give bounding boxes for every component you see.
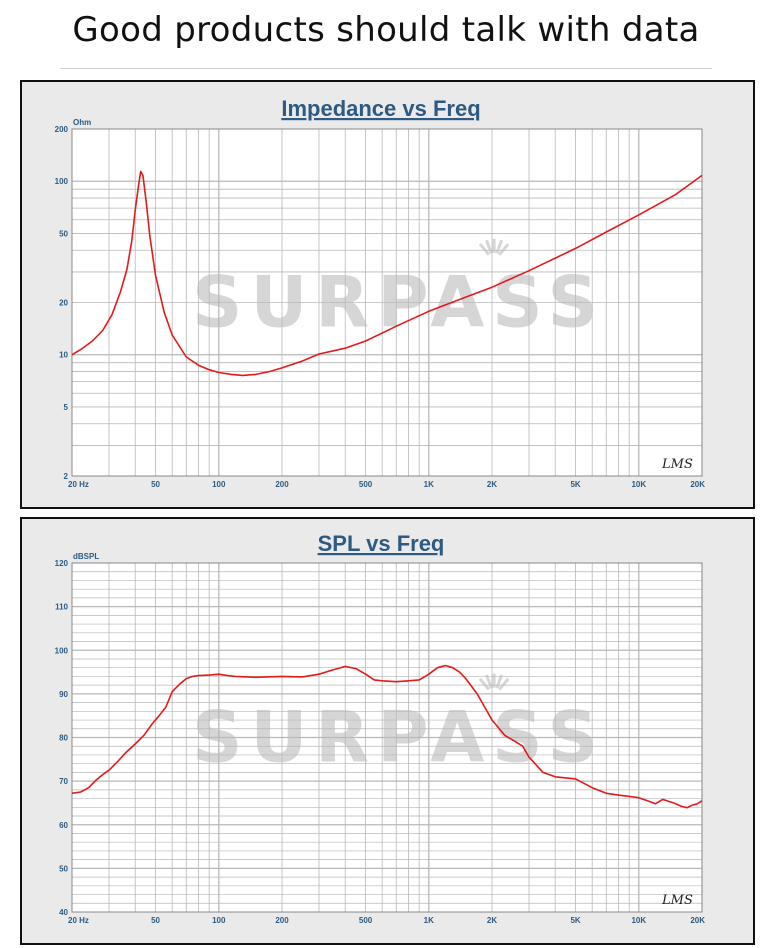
page-headline: Good products should talk with data [72, 10, 700, 50]
spl-y-tick-label: 120 [55, 559, 69, 568]
impedance-y-tick-label: 50 [59, 229, 68, 238]
impedance-x-tick-label: 100 [212, 480, 226, 489]
impedance-y-axis-label: Ohm [73, 118, 91, 127]
impedance-chart: Impedance vs FreqSURPASS20010050201052Oh… [55, 96, 706, 489]
spl-x-tick-label: 5K [570, 916, 580, 925]
impedance-series-line [71, 170, 703, 377]
spl-chart: SPL vs FreqSURPASS120110100908070605040d… [55, 531, 706, 925]
impedance-watermark-ray [495, 239, 504, 254]
impedance-x-tick-label: 2K [487, 480, 497, 489]
spl-x-tick-label: 20K [690, 916, 705, 925]
impedance-y-tick-label: 2 [64, 472, 69, 481]
impedance-x-tick-label: 10K [631, 480, 646, 489]
impedance-y-tick-label: 200 [55, 125, 69, 134]
spl-x-tick-label: 500 [359, 916, 373, 925]
spl-watermark-ray [485, 674, 493, 689]
spl-y-tick-label: 100 [55, 646, 69, 655]
impedance-plot-frame [71, 128, 703, 477]
spl-x-tick-label: 1K [424, 916, 434, 925]
spl-watermark-ray [498, 677, 510, 691]
impedance-x-tick-label: 5K [570, 480, 580, 489]
spl-y-tick-label: 60 [59, 821, 68, 830]
spl-y-tick-label: 70 [59, 777, 68, 786]
headline-divider [60, 68, 712, 69]
spl-chart-panel: SPL vs Freq SURPASS 120 110 100 90 80 70 60 50 40 d… [20, 517, 755, 945]
spl-series-line [71, 664, 703, 809]
spl-watermark-ray [478, 677, 491, 691]
impedance-x-tick-label: 20K [690, 480, 705, 489]
impedance-x-tick-label: 20 Hz [68, 480, 89, 489]
impedance-x-tick-label: 200 [275, 480, 289, 489]
spl-x-tick-label: 10K [631, 916, 646, 925]
impedance-horizontal-grid [72, 180, 702, 446]
impedance-y-tick-label: 5 [64, 403, 69, 412]
impedance-x-tick-label: 1K [424, 480, 434, 489]
impedance-chart-title: Impedance vs Freq [281, 96, 480, 121]
impedance-y-tick-label: 100 [55, 177, 69, 186]
spl-x-tick-label: 2K [487, 916, 497, 925]
impedance-lms-signature: LMS [661, 457, 693, 472]
spl-chart-title: SPL vs Freq [318, 531, 445, 556]
spl-x-tick-label: 100 [212, 916, 226, 925]
spl-x-tick-label: 20 Hz [68, 916, 89, 925]
spl-horizontal-grid [72, 571, 702, 904]
spl-y-tick-label: 40 [59, 908, 68, 917]
spl-watermark-ray [495, 674, 504, 689]
spl-y-axis-label: dBSPL [73, 552, 99, 561]
spl-y-tick-label: 80 [59, 734, 68, 743]
impedance-x-tick-label: 50 [151, 480, 160, 489]
impedance-watermark-ray [485, 239, 493, 254]
spl-plot-frame [71, 562, 703, 913]
spl-lms-signature: LMS [661, 893, 693, 908]
impedance-y-tick-label: 20 [59, 299, 68, 308]
spl-y-tick-label: 50 [59, 864, 68, 873]
impedance-watermark-ray [498, 243, 510, 256]
impedance-y-tick-label: 10 [59, 351, 68, 360]
spl-y-tick-label: 110 [55, 603, 68, 612]
impedance-watermark-ray [478, 243, 491, 256]
spl-x-tick-label: 200 [275, 916, 289, 925]
impedance-chart-panel: Impedance vs Freq SURPASS 200 100 50 20 10 5 2 Oh… [20, 80, 755, 509]
spl-x-tick-label: 50 [151, 916, 160, 925]
impedance-x-tick-label: 500 [359, 480, 373, 489]
spl-y-tick-label: 90 [59, 690, 68, 699]
